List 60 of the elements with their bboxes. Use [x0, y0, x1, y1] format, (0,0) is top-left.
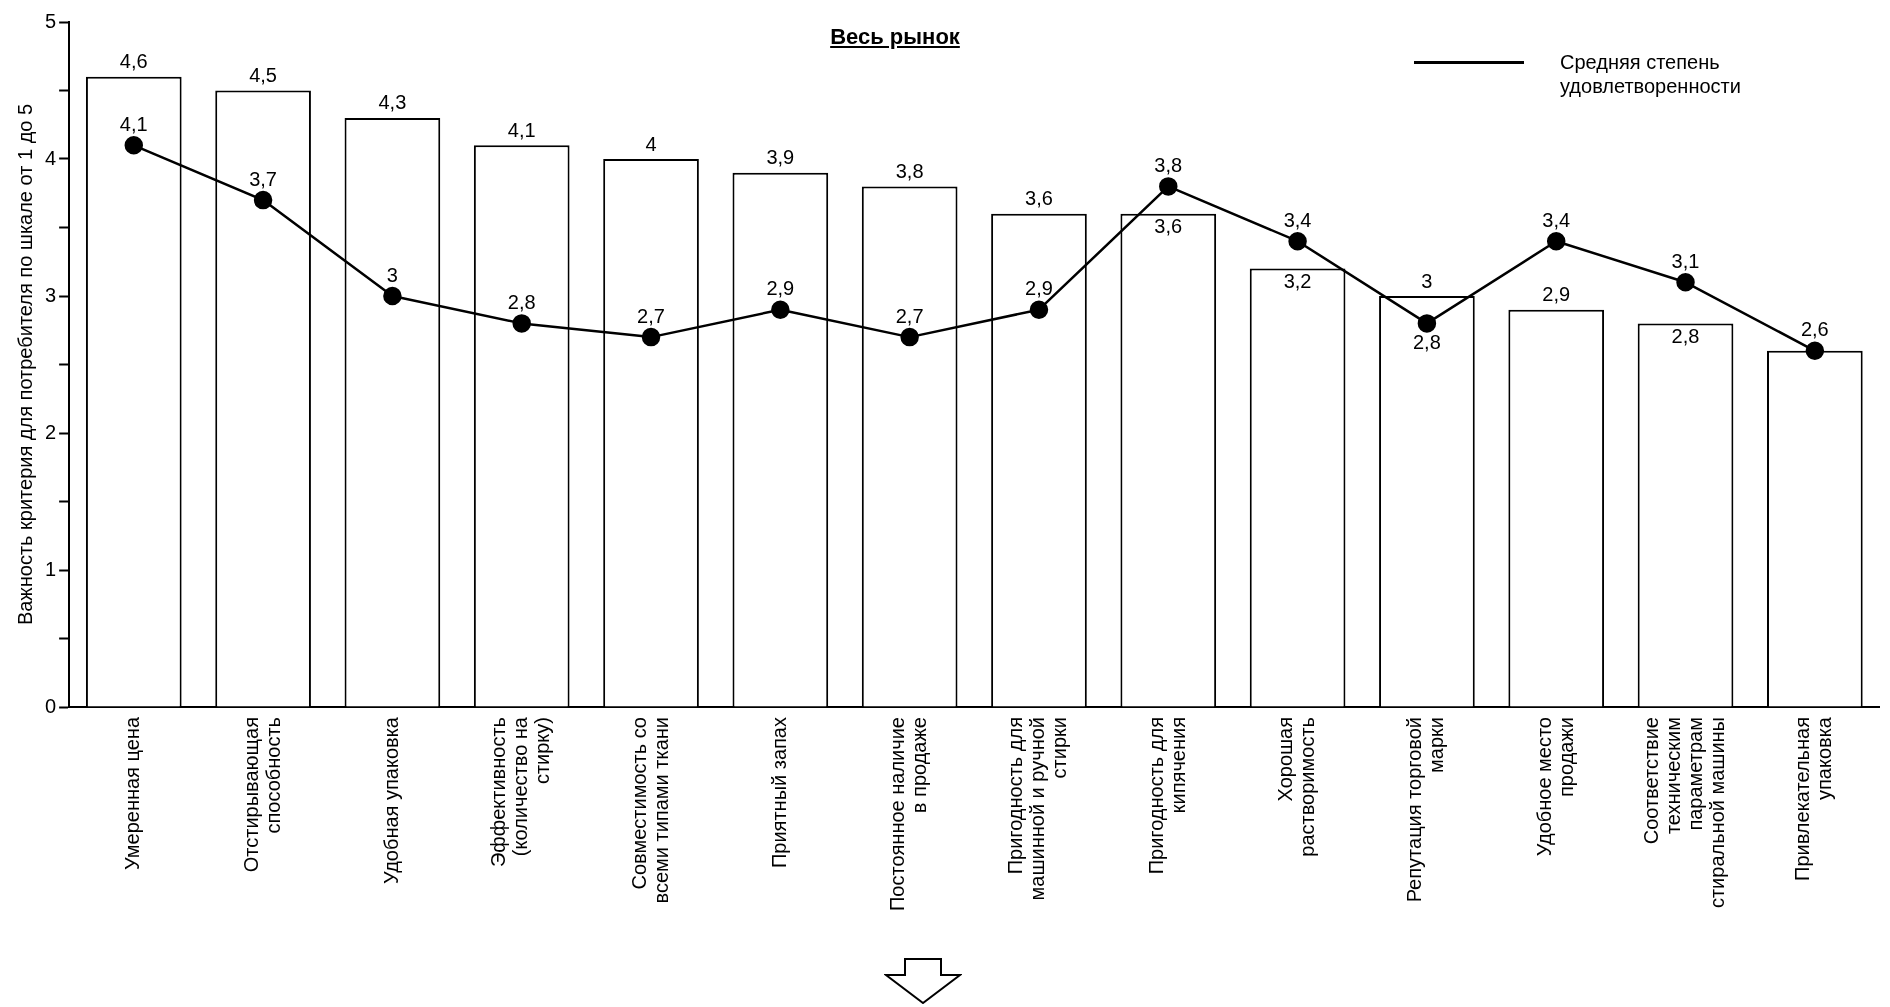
data-label: 2,6: [1800, 318, 1829, 341]
data-label: 2,9: [1542, 283, 1571, 306]
data-label: 2,8: [507, 290, 536, 313]
data-label: 2,7: [895, 304, 924, 327]
x-tick-label: Эффективность (количество на стирку): [487, 716, 554, 868]
point: [641, 327, 661, 347]
data-label: 3,8: [1154, 153, 1183, 176]
point: [253, 190, 273, 210]
data-label: 3,6: [1025, 187, 1053, 210]
point: [1029, 300, 1049, 319]
data-label: 3: [1421, 269, 1433, 292]
data-label: 3,6: [1154, 215, 1183, 238]
point: [1417, 314, 1437, 333]
y-axis-title: Важность критерия для потребителя по шкале от 1 до 5: [13, 103, 36, 626]
point: [1805, 341, 1825, 361]
data-label: 3,4: [1542, 208, 1571, 231]
x-tick-label: Удобное место продажи: [1532, 717, 1577, 857]
data-label: 2,8: [1413, 330, 1441, 353]
data-label: 4,1: [507, 118, 536, 141]
data-label: 2,9: [766, 277, 795, 300]
point: [1159, 177, 1178, 196]
point: [1676, 273, 1695, 292]
data-label: 3,7: [249, 167, 277, 190]
y-tick-label: 2: [45, 420, 57, 443]
x-tick-label: Приятный запах: [767, 717, 790, 869]
text: Средняя степень удовлетворенности: [1560, 50, 1742, 98]
x-tick-label: Репутация торговой марки: [1403, 717, 1448, 903]
data-label: 4,3: [378, 91, 407, 114]
chart-title: Весь рынок: [830, 24, 960, 49]
data-label: 3,8: [895, 159, 924, 182]
y-tick-label: 4: [45, 146, 57, 169]
x-tick-label: Отстирывающая способность: [239, 717, 284, 873]
data-label: 3,2: [1283, 270, 1312, 293]
data-label: 3,1: [1671, 249, 1700, 272]
x-tick-label: Постоянное наличие в продаже: [886, 717, 931, 912]
point: [771, 300, 790, 319]
y-tick-label: 1: [45, 557, 57, 580]
data-label: 4,5: [249, 64, 277, 87]
data-label: 4,6: [119, 50, 148, 73]
x-tick-label: Привлекательная упаковка: [1791, 716, 1836, 881]
point: [1546, 231, 1566, 251]
point: [124, 136, 144, 155]
y-tick-label: 5: [45, 9, 57, 32]
data-label: 2,9: [1025, 277, 1053, 300]
y-tick-label: 3: [45, 283, 57, 306]
point: [512, 314, 531, 333]
data-label: 3,9: [766, 146, 795, 169]
y-tick-label: 0: [45, 694, 57, 717]
data-label: 4: [645, 132, 657, 155]
x-tick-label: Пригодность для машинной и ручной стирки: [1004, 717, 1071, 901]
x-tick-label: Удобная упаковка: [379, 716, 402, 884]
data-label: 2,8: [1671, 324, 1700, 347]
point: [900, 327, 919, 347]
data-label: 2,7: [637, 304, 665, 327]
data-label: 4,1: [119, 112, 148, 135]
point: [1288, 231, 1307, 251]
point: [383, 286, 402, 306]
data-label: 3: [386, 263, 398, 286]
x-tick-label: Умеренная цена: [121, 716, 144, 871]
data-label: 3,4: [1283, 208, 1312, 231]
